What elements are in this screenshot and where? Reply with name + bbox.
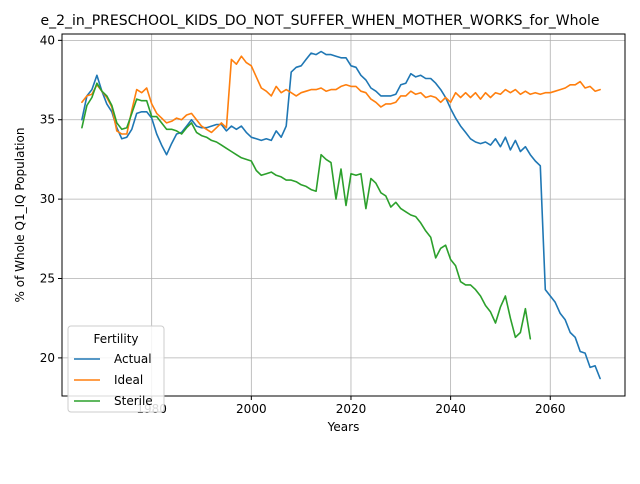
legend-label-sterile: Sterile (114, 394, 153, 408)
y-tick-label: 35 (40, 113, 55, 127)
series-lines (81, 50, 601, 380)
y-tick-label: 30 (40, 192, 55, 206)
y-axis-label: % of Whole Q1_IQ Population (13, 128, 27, 303)
x-tick-label: 2000 (236, 402, 267, 416)
x-tick-label: 2040 (435, 402, 466, 416)
y-tick-label: 40 (40, 33, 55, 47)
legend-label-actual: Actual (114, 352, 152, 366)
series-line-actual (81, 50, 601, 380)
legend-label-ideal: Ideal (114, 373, 143, 387)
x-tick-label: 2020 (336, 402, 367, 416)
chart-title: e_2_in_PRESCHOOL_KIDS_DO_NOT_SUFFER_WHEN… (40, 13, 599, 29)
x-axis-label: Years (327, 420, 360, 434)
x-tick-label: 2060 (535, 402, 566, 416)
y-tick-label: 20 (40, 351, 55, 365)
legend-title: Fertility (93, 332, 138, 346)
y-tick-label: 25 (40, 272, 55, 286)
series-line-ideal (81, 55, 601, 135)
plot-frame (61, 33, 626, 397)
series-line-sterile (81, 82, 532, 340)
legend-items: Actual Ideal Sterile (74, 352, 153, 408)
legend: Fertility Actual Ideal Sterile (67, 325, 165, 413)
legend-box (67, 325, 165, 413)
